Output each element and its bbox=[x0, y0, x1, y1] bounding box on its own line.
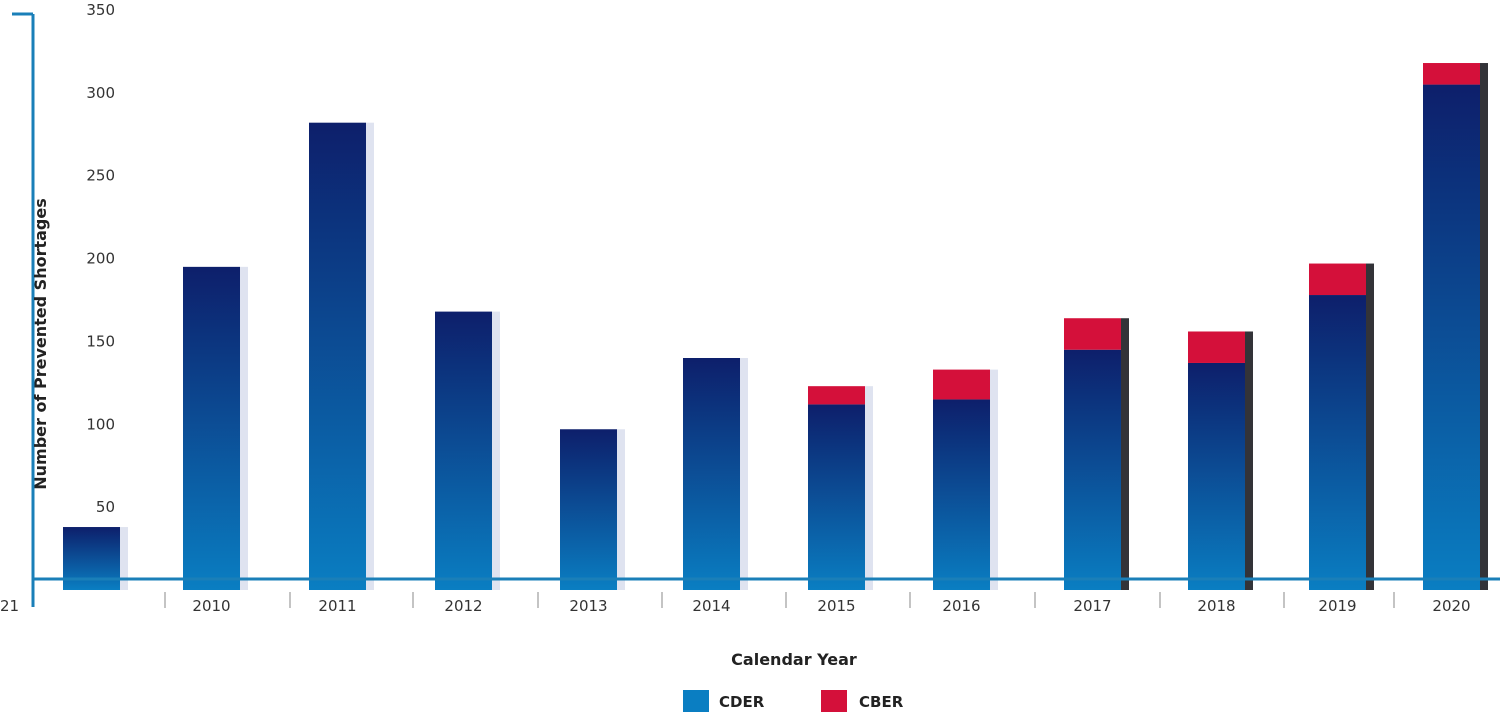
legend-label-cder: CDER bbox=[719, 693, 765, 711]
bar-side-2016 bbox=[990, 369, 998, 590]
bar-cder-2012 bbox=[435, 311, 492, 590]
bar-cder-2017 bbox=[1064, 349, 1121, 590]
bar-side-2018 bbox=[1245, 331, 1253, 590]
bar-side-first bbox=[120, 527, 128, 590]
bar-cder-2014 bbox=[683, 358, 740, 590]
bar-cber-2019 bbox=[1309, 263, 1366, 296]
bar-cder-2019 bbox=[1309, 295, 1366, 590]
bar-cder-2020 bbox=[1423, 84, 1480, 591]
x-tick-2012: 2012 bbox=[444, 597, 482, 615]
y-tick-200: 200 bbox=[86, 250, 115, 268]
y-tick-350: 350 bbox=[86, 1, 115, 19]
bar-cber-2016 bbox=[933, 369, 990, 400]
bar-cder-2010 bbox=[183, 266, 240, 590]
legend-swatch-cber bbox=[821, 690, 847, 712]
bar-side-2014 bbox=[740, 358, 748, 590]
bar-side-2010 bbox=[240, 266, 248, 590]
y-tick-250: 250 bbox=[86, 167, 115, 185]
bar-cber-2020 bbox=[1423, 63, 1480, 85]
y-tick-labels: 50 100 150 200 250 300 350 bbox=[86, 1, 115, 516]
x-tick-2013: 2013 bbox=[569, 597, 607, 615]
bar-cder-2015 bbox=[808, 404, 865, 590]
x-tick-2010: 2010 bbox=[192, 597, 230, 615]
bar-cber-2017 bbox=[1064, 318, 1121, 350]
legend-label-cber: CBER bbox=[859, 693, 904, 711]
bar-side-2017 bbox=[1121, 318, 1129, 590]
y-tick-300: 300 bbox=[86, 84, 115, 102]
y-tick-150: 150 bbox=[86, 332, 115, 350]
x-tick-2015: 2015 bbox=[817, 597, 855, 615]
x-tick-2016: 2016 bbox=[942, 597, 980, 615]
y-tick-50: 50 bbox=[96, 498, 115, 516]
legend-swatch-cder bbox=[683, 690, 709, 712]
bar-cder-2011 bbox=[309, 122, 366, 590]
bar-side-2019 bbox=[1366, 263, 1374, 590]
x-tick-2011: 2011 bbox=[318, 597, 356, 615]
bar-cder-first bbox=[63, 527, 120, 590]
bar-cder-2018 bbox=[1188, 362, 1245, 590]
x-tick-2019: 2019 bbox=[1318, 597, 1356, 615]
bar-cder-2016 bbox=[933, 399, 990, 590]
bar-cber-2015 bbox=[808, 386, 865, 405]
x-tick-2020: 2020 bbox=[1432, 597, 1470, 615]
x-tick-2017: 2017 bbox=[1073, 597, 1111, 615]
x-axis-title: Calendar Year bbox=[731, 650, 857, 669]
bar-side-2015 bbox=[865, 386, 873, 590]
bar-cder-2013 bbox=[560, 429, 617, 590]
bar-cber-2018 bbox=[1188, 331, 1245, 363]
bar-side-2011 bbox=[366, 122, 374, 590]
bar-side-2020 bbox=[1480, 63, 1488, 591]
x-tick-labels: 2010 2011 2012 2013 2014 2015 2016 2017 2018 2019… bbox=[0, 592, 1471, 615]
legend: CDER CBER bbox=[683, 690, 904, 712]
x-tick-2014: 2014 bbox=[692, 597, 730, 615]
bars-layer bbox=[63, 63, 1488, 591]
bar-side-2013 bbox=[617, 429, 625, 590]
bar-side-2012 bbox=[492, 311, 500, 590]
x-tick-2018: 2018 bbox=[1197, 597, 1235, 615]
y-tick-100: 100 bbox=[86, 415, 115, 433]
y-axis-title: Number of Prevented Shortages bbox=[31, 198, 50, 489]
